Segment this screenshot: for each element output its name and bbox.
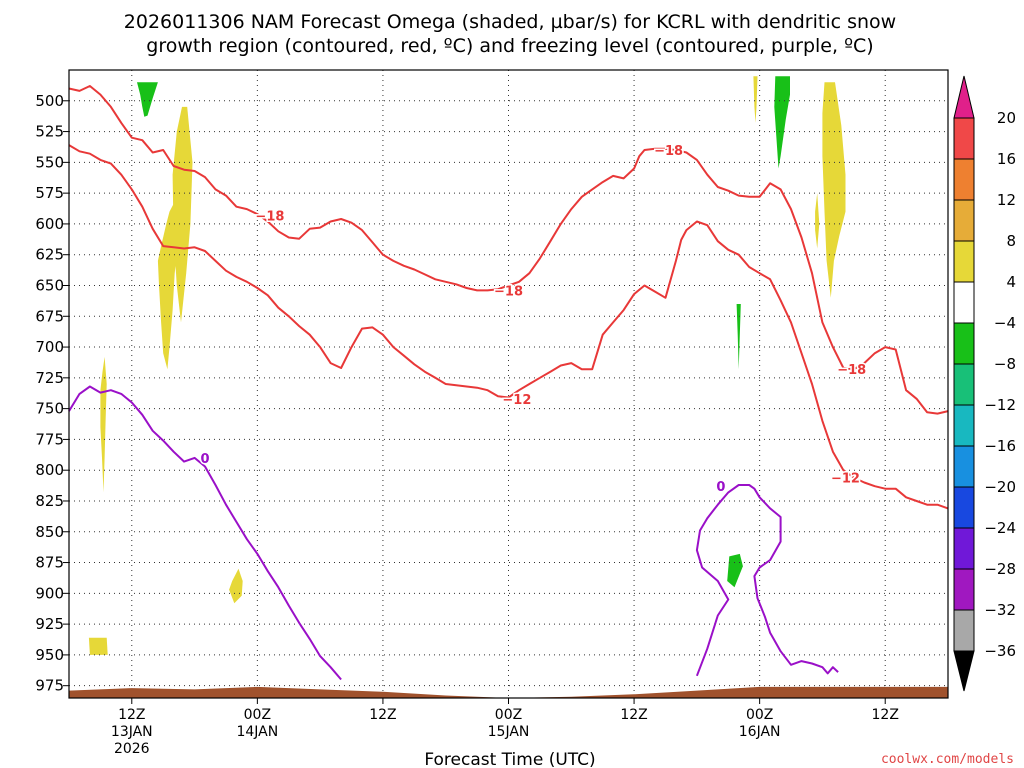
contour-label: −18 bbox=[654, 144, 683, 159]
contour-lines-layer bbox=[68, 85, 949, 681]
colorbar-label: −20 bbox=[984, 478, 1016, 496]
y-tick-label: 650 bbox=[35, 276, 64, 294]
y-tick-label: 825 bbox=[35, 492, 64, 510]
contour-freezing-0 bbox=[68, 385, 342, 681]
plot-background bbox=[69, 70, 948, 698]
colorbar-band-6 bbox=[953, 363, 975, 406]
colorbar-band-5 bbox=[953, 322, 975, 365]
colorbar-label: −16 bbox=[984, 437, 1016, 455]
y-tick-label: 975 bbox=[35, 677, 64, 695]
y-tick-label: 775 bbox=[35, 430, 64, 448]
colorbar-band-12 bbox=[953, 609, 975, 652]
colorbar-label: 20 bbox=[997, 109, 1016, 127]
colorbar-label: −4 bbox=[994, 314, 1016, 332]
omega-region-0 bbox=[137, 82, 158, 117]
colorbar-band-10 bbox=[953, 527, 975, 570]
colorbar-bottom-triangle bbox=[953, 650, 975, 692]
x-tick-label: 00Z bbox=[244, 707, 271, 723]
y-tick-label: 575 bbox=[35, 184, 64, 202]
colorbar-top-triangle bbox=[953, 75, 975, 119]
y-tick-label: 850 bbox=[35, 523, 64, 541]
colorbar-band-0 bbox=[953, 117, 975, 160]
colorbar-band-4 bbox=[953, 281, 975, 324]
y-tick-label: 950 bbox=[35, 646, 64, 664]
colorbar-label: −8 bbox=[994, 355, 1016, 373]
colorbar-label: −32 bbox=[984, 601, 1016, 619]
colorbar-band-2 bbox=[953, 199, 975, 242]
contour-label: −12 bbox=[831, 472, 860, 487]
colorbar-label: 16 bbox=[997, 150, 1016, 168]
terrain-ground bbox=[69, 686, 948, 698]
omega-region-9 bbox=[774, 76, 790, 169]
contour-label: −12 bbox=[502, 393, 531, 408]
x-date-label: 15JAN bbox=[488, 724, 530, 740]
colorbar-label: 4 bbox=[1006, 273, 1016, 291]
contour-dgz-top-m18 bbox=[68, 85, 949, 415]
omega-region-2 bbox=[172, 106, 193, 323]
contour-label: 0 bbox=[201, 452, 210, 467]
y-tick-label: 875 bbox=[35, 554, 64, 572]
omega-region-8 bbox=[753, 76, 758, 123]
contour-label: 0 bbox=[716, 480, 725, 495]
y-tick-label: 900 bbox=[35, 584, 64, 602]
colorbar-band-8 bbox=[953, 445, 975, 488]
contour-label: −18 bbox=[494, 284, 523, 299]
colorbar-band-11 bbox=[953, 568, 975, 611]
chart-title-line-2: growth region (contoured, red, ºC) and f… bbox=[146, 35, 873, 57]
contour-label: −18 bbox=[255, 209, 284, 224]
omega-colorbar: 20 16 12 8 4 −4 −8 −12 −16 −20 −24 −28 −32 −36 bbox=[953, 75, 1016, 692]
omega-region-11 bbox=[815, 193, 820, 249]
x-date-label: 16JAN bbox=[739, 724, 781, 740]
omega-region-6 bbox=[736, 304, 741, 370]
omega-region-5 bbox=[88, 637, 108, 655]
omega-region-10 bbox=[822, 82, 846, 298]
y-tick-label: 925 bbox=[35, 615, 64, 633]
x-tick-label: 12Z bbox=[620, 707, 647, 723]
y-tick-label: 625 bbox=[35, 246, 64, 264]
x-axis-label: Forecast Time (UTC) bbox=[424, 750, 595, 768]
y-tick-label: 725 bbox=[35, 369, 64, 387]
x-date-label: 13JAN bbox=[111, 724, 153, 740]
colorbar-label: −24 bbox=[984, 519, 1016, 537]
omega-region-7 bbox=[727, 553, 743, 588]
colorbar-band-3 bbox=[953, 240, 975, 283]
contour-label: −18 bbox=[837, 363, 866, 378]
y-tick-label: 600 bbox=[35, 215, 64, 233]
colorbar-band-7 bbox=[953, 404, 975, 447]
x-tick-label: 00Z bbox=[746, 707, 773, 723]
colorbar-label: −36 bbox=[984, 642, 1016, 660]
y-tick-label: 800 bbox=[35, 461, 64, 479]
credit-text: coolwx.com/models bbox=[881, 752, 1014, 767]
y-tick-label: 700 bbox=[35, 338, 64, 356]
plot-area: −18 −18 −18 −18 −12 −12 0 0 bbox=[68, 69, 949, 699]
x-tick-label: 00Z bbox=[495, 707, 522, 723]
colorbar-label: 8 bbox=[1006, 232, 1016, 250]
omega-region-4 bbox=[229, 568, 243, 604]
colorbar-band-1 bbox=[953, 158, 975, 201]
colorbar-label: −28 bbox=[984, 560, 1016, 578]
x-year-label: 2026 bbox=[114, 741, 150, 757]
y-tick-label: 750 bbox=[35, 400, 64, 418]
x-date-label: 14JAN bbox=[236, 724, 278, 740]
colorbar-band-9 bbox=[953, 486, 975, 529]
contour-dgz-bottom-m12 bbox=[68, 144, 949, 510]
contour-labels-layer: −18 −18 −18 −18 −12 −12 0 0 bbox=[199, 143, 868, 497]
y-tick-label: 500 bbox=[35, 92, 64, 110]
colorbar-label: −12 bbox=[984, 396, 1016, 414]
x-tick-label: 12Z bbox=[872, 707, 899, 723]
y-tick-label: 550 bbox=[35, 153, 64, 171]
y-tick-label: 525 bbox=[35, 123, 64, 141]
y-tick-label: 675 bbox=[35, 307, 64, 325]
colorbar-label: 12 bbox=[997, 191, 1016, 209]
contour-freezing-0-loop bbox=[695, 484, 839, 677]
x-tick-label: 12Z bbox=[118, 707, 145, 723]
x-tick-label: 12Z bbox=[369, 707, 396, 723]
chart-title-line-1: 2026011306 NAM Forecast Omega (shaded, µ… bbox=[124, 11, 896, 33]
pressure-axis: 500 525 550 575 600 625 650 675 700 725 750 775 800 8… bbox=[35, 92, 69, 695]
